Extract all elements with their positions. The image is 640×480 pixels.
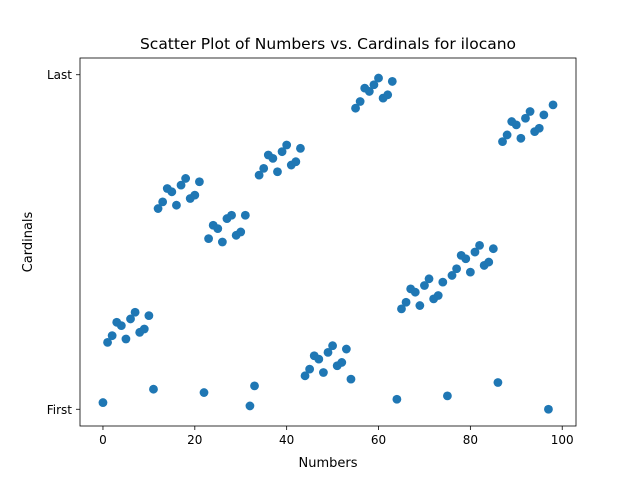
data-point — [130, 307, 140, 317]
data-point — [126, 314, 135, 324]
y-tick-label: First — [47, 403, 73, 417]
data-point — [139, 324, 149, 334]
y-tick-label: Last — [47, 68, 72, 82]
data-point — [250, 381, 259, 391]
data-point — [259, 164, 269, 173]
data-point — [213, 224, 223, 234]
data-point — [548, 100, 558, 110]
data-point — [268, 153, 278, 163]
data-point — [420, 281, 429, 290]
data-point — [364, 87, 374, 96]
data-point — [305, 364, 315, 374]
data-point — [346, 374, 356, 384]
data-point — [369, 80, 379, 90]
plot-area: 0 20 40 60 80 100 First Last — [47, 57, 577, 447]
data-point — [195, 177, 204, 187]
x-tick-label: 100 — [551, 433, 574, 447]
data-point — [493, 378, 503, 387]
data-point — [516, 133, 526, 143]
data-point — [204, 234, 213, 244]
data-point — [236, 227, 246, 237]
data-point — [355, 97, 365, 106]
data-point — [172, 200, 181, 210]
data-point — [190, 190, 200, 200]
data-point — [470, 247, 480, 257]
data-point — [181, 174, 191, 183]
data-point — [397, 304, 406, 314]
data-point — [116, 321, 126, 331]
x-tick-label: 0 — [99, 433, 107, 447]
data-point — [341, 344, 351, 354]
data-point — [300, 371, 310, 381]
data-point — [374, 73, 383, 83]
data-point — [488, 244, 498, 254]
x-axis-label: Numbers — [299, 456, 358, 471]
data-point — [98, 398, 108, 407]
data-point — [465, 267, 475, 277]
data-point — [438, 277, 448, 287]
x-tick-label: 40 — [279, 433, 294, 447]
data-point — [319, 368, 328, 377]
data-point — [387, 77, 397, 86]
data-point — [433, 291, 443, 300]
data-point — [424, 274, 434, 284]
data-point — [240, 210, 250, 220]
data-point — [401, 297, 411, 307]
data-point — [282, 140, 292, 150]
data-point — [502, 130, 512, 140]
data-point — [484, 257, 494, 267]
x-tick-label: 60 — [371, 433, 386, 447]
data-point — [328, 341, 337, 351]
data-point — [521, 113, 530, 123]
data-point — [392, 394, 402, 404]
data-point — [443, 391, 452, 401]
data-point — [199, 388, 209, 397]
data-point — [121, 334, 131, 344]
data-point — [525, 107, 535, 116]
x-tick-label: 80 — [463, 433, 478, 447]
data-point — [277, 147, 287, 157]
data-point — [498, 137, 507, 147]
data-point — [447, 271, 457, 280]
data-point — [410, 287, 420, 297]
data-point — [144, 311, 154, 320]
data-point — [461, 254, 471, 264]
data-point — [383, 90, 393, 100]
data-point — [511, 120, 521, 130]
data-point — [337, 358, 347, 367]
data-point — [227, 210, 236, 220]
data-point — [158, 197, 168, 207]
data-point — [217, 237, 227, 247]
data-point — [351, 103, 360, 113]
data-point — [273, 167, 282, 177]
y-axis-label: Cardinals — [21, 211, 36, 272]
chart-title: Scatter Plot of Numbers vs. Cardinals fo… — [140, 35, 516, 53]
data-point — [323, 348, 333, 357]
data-point — [149, 384, 158, 394]
data-point — [314, 354, 324, 364]
data-point — [167, 187, 177, 197]
data-point — [103, 337, 112, 347]
data-point — [544, 404, 553, 414]
axes-frame — [79, 57, 577, 427]
data-point — [153, 204, 163, 213]
data-point — [291, 157, 301, 167]
data-point — [254, 170, 264, 180]
data-point — [452, 264, 461, 274]
data-point — [475, 240, 484, 250]
data-point — [245, 401, 255, 411]
data-point — [539, 110, 549, 120]
data-point — [534, 123, 544, 133]
data-point — [415, 301, 425, 310]
data-point — [296, 143, 305, 153]
data-point — [176, 180, 186, 190]
x-tick-label: 20 — [187, 433, 202, 447]
data-point — [107, 331, 117, 341]
